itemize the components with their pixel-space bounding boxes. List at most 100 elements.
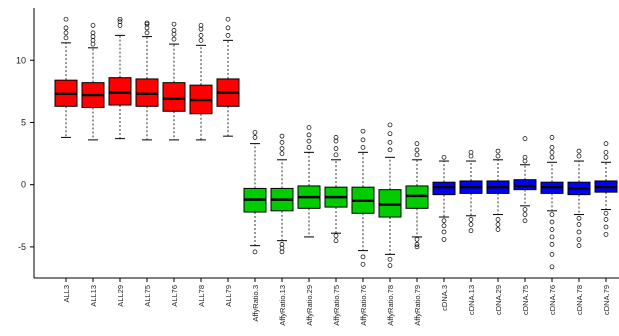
box-5 [162,82,186,112]
outlier-point [90,30,96,36]
outlier-point [576,215,582,221]
outlier-point [387,131,393,137]
outlier-point [549,242,555,247]
x-tick-label: ALL75 [143,285,152,307]
outlier-point [306,132,312,138]
outlier-point [306,138,312,144]
outlier-point [306,145,312,150]
x-tick-label: ALL78 [197,285,206,307]
outlier-point [225,16,231,22]
outlier-point [63,25,69,31]
x-tick-label: cDNA.29 [494,285,503,315]
outlier-point [522,212,528,217]
outlier-point [549,219,555,225]
x-tick-label: AffyRatio.79 [413,285,422,326]
outlier-point [495,222,501,227]
y-tick-label: -5 [18,242,26,252]
outlier-point [387,263,393,268]
outlier-point [279,249,285,255]
outlier-point [360,128,366,134]
outlier-point [279,140,285,145]
x-tick-label: AffyRatio.75 [332,285,341,326]
outlier-point [360,145,366,150]
x-tick-label: cDNA.79 [602,285,611,315]
outlier-point [387,140,393,145]
outlier-point [333,146,339,151]
outlier-point [441,154,447,160]
outlier-point [495,153,501,159]
outlier-point [603,149,609,155]
x-tick-label: AffyRatio.78 [386,285,395,326]
outlier-point [117,19,123,25]
outlier-point [90,23,96,28]
outlier-point [495,148,501,154]
x-tick-label: cDNA.75 [521,285,530,315]
outlier-point [360,261,366,267]
x-tick-label: cDNA.13 [467,285,476,315]
x-tick-label: ALL76 [170,285,179,307]
box-3 [108,77,132,106]
outlier-point [252,130,258,135]
y-tick-label: 5 [21,117,26,127]
outlier-point [522,154,528,160]
outlier-point [576,148,582,154]
outlier-point [171,28,177,33]
outlier-point [603,232,609,237]
outlier-point [549,145,555,150]
outlier-point [171,36,177,42]
outlier-point [549,234,555,240]
x-tick-label: AffyRatio.13 [278,285,287,326]
outlier-point [117,16,123,22]
outlier-point [360,137,366,143]
outlier-point [360,254,366,260]
outlier-point [279,151,285,156]
outlier-point [306,125,312,130]
outlier-point [63,30,69,36]
outlier-point [522,218,528,224]
outlier-point [549,149,555,155]
outlier-point [603,141,609,146]
x-tick-label: AffyRatio.3 [251,285,260,322]
outlier-point [225,25,231,31]
x-tick-label: ALL13 [89,285,98,307]
x-tick-label: ALL79 [224,285,233,307]
outlier-point [144,21,150,27]
box-4 [135,78,159,107]
x-tick-label: AffyRatio.29 [305,285,314,326]
outlier-point [144,20,150,26]
box-13 [378,189,402,218]
outlier-point [468,217,474,222]
box-14 [405,185,429,209]
outlier-point [225,33,231,38]
outlier-point [549,154,555,160]
box-18 [513,179,537,191]
outlier-point [414,152,420,158]
outlier-point [522,136,528,141]
outlier-point [468,222,474,227]
outlier-point [549,227,555,232]
outlier-point [603,217,609,222]
outlier-point [333,233,339,239]
outlier-point [198,33,204,38]
outlier-point [279,146,285,151]
x-tick-label: cDNA.3 [440,285,449,311]
outlier-point [63,16,69,22]
outlier-point [576,153,582,159]
outlier-point [414,147,420,153]
plot-area: 10 5 0 -5 ALL3 ALL13 ALL29 ALL75 ALL76 ALL78 ALL79… [16,8,619,326]
outlier-point [549,212,555,217]
outlier-point [387,147,393,153]
outlier-point [387,122,393,128]
outlier-point [414,244,420,250]
outlier-point [468,149,474,155]
x-tick-label: ALL3 [62,285,71,303]
outlier-point [441,237,447,242]
outlier-point [522,207,528,212]
y-tick-label: 10 [16,55,26,65]
outlier-point [333,238,339,244]
outlier-point [495,217,501,222]
box-15 [432,181,456,196]
x-tick-label: AffyRatio.76 [359,285,368,326]
outlier-point [576,243,582,248]
